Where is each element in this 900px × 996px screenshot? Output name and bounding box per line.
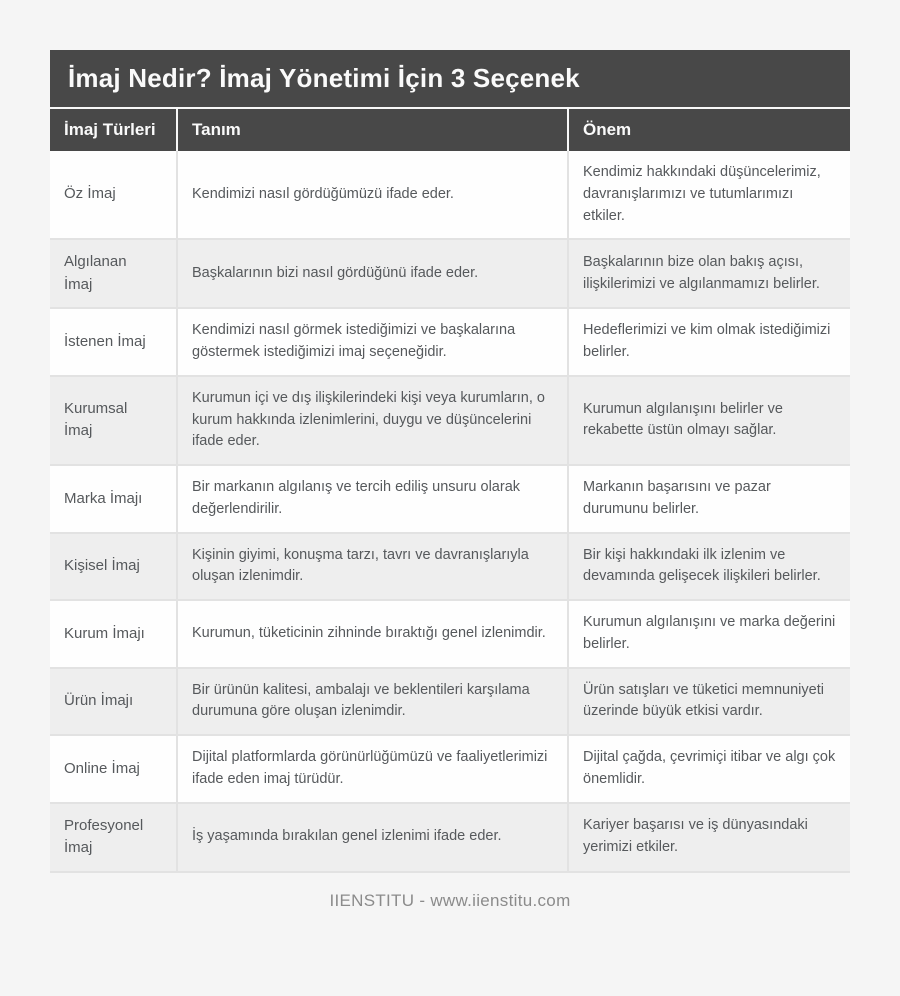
- image-type-cell: Kurum İmajı: [50, 600, 177, 669]
- table-row: Online İmaj Dijital platformlarda görünü…: [50, 735, 850, 804]
- table-row: Algılanan İmaj Başkalarının bizi nasıl g…: [50, 239, 850, 310]
- table-row: Öz İmaj Kendimizi nasıl gördüğümüzü ifad…: [50, 151, 850, 241]
- table-title-row: İmaj Nedir? İmaj Yönetimi İçin 3 Seçenek: [50, 50, 850, 108]
- column-header-image-types: İmaj Türleri: [50, 107, 177, 151]
- image-type-cell: Ürün İmajı: [50, 667, 177, 736]
- table-title: İmaj Nedir? İmaj Yönetimi İçin 3 Seçenek: [50, 50, 850, 108]
- table-header-row: İmaj Türleri Tanım Önem: [50, 107, 850, 151]
- definition-cell: Kurumun, tüketicinin zihninde bıraktığı …: [176, 600, 568, 669]
- image-type-cell: Kurumsal İmaj: [50, 375, 177, 467]
- image-type-cell: Kişisel İmaj: [50, 532, 177, 601]
- page: { "page": { "background_color": "#f5f5f5…: [0, 50, 900, 996]
- definition-cell: Başkalarının bizi nasıl gördüğünü ifade …: [176, 239, 568, 310]
- table-row: Ürün İmajı Bir ürünün kalitesi, ambalajı…: [50, 667, 850, 736]
- image-type-cell: Profesyonel İmaj: [50, 802, 177, 873]
- importance-cell: Kendimiz hakkındaki düşüncelerimiz, davr…: [567, 151, 850, 241]
- definition-cell: Kendimizi nasıl gördüğümüzü ifade eder.: [176, 151, 568, 241]
- importance-cell: Hedeflerimizi ve kim olmak istediğimizi …: [567, 308, 850, 377]
- image-types-table-card: İmaj Nedir? İmaj Yönetimi İçin 3 Seçenek…: [50, 50, 850, 873]
- image-type-cell: Online İmaj: [50, 735, 177, 804]
- column-header-definition: Tanım: [176, 107, 568, 151]
- table-row: İstenen İmaj Kendimizi nasıl görmek iste…: [50, 308, 850, 377]
- importance-cell: Başkalarının bize olan bakış açısı, iliş…: [567, 239, 850, 310]
- definition-cell: Kurumun içi ve dış ilişkilerindeki kişi …: [176, 375, 568, 467]
- importance-cell: Markanın başarısını ve pazar durumunu be…: [567, 465, 850, 534]
- table-row: Profesyonel İmaj İş yaşamında bırakılan …: [50, 802, 850, 873]
- table-row: Kurum İmajı Kurumun, tüketicinin zihnind…: [50, 600, 850, 669]
- image-type-cell: Algılanan İmaj: [50, 239, 177, 310]
- definition-cell: Kişinin giyimi, konuşma tarzı, tavrı ve …: [176, 532, 568, 601]
- image-type-cell: Marka İmajı: [50, 465, 177, 534]
- image-types-table: İmaj Nedir? İmaj Yönetimi İçin 3 Seçenek…: [50, 50, 850, 873]
- definition-cell: İş yaşamında bırakılan genel izlenimi if…: [176, 802, 568, 873]
- table-row: Marka İmajı Bir markanın algılanış ve te…: [50, 465, 850, 534]
- importance-cell: Kurumun algılanışını ve marka değerini b…: [567, 600, 850, 669]
- definition-cell: Bir markanın algılanış ve tercih ediliş …: [176, 465, 568, 534]
- footer-credit: IIENSTITU - www.iienstitu.com: [329, 890, 571, 910]
- importance-cell: Kurumun algılanışını belirler ve rekabet…: [567, 375, 850, 467]
- table-row: Kurumsal İmaj Kurumun içi ve dış ilişkil…: [50, 375, 850, 467]
- importance-cell: Ürün satışları ve tüketici memnuniyeti ü…: [567, 667, 850, 736]
- table-row: Kişisel İmaj Kişinin giyimi, konuşma tar…: [50, 532, 850, 601]
- importance-cell: Kariyer başarısı ve iş dünyasındaki yeri…: [567, 802, 850, 873]
- importance-cell: Bir kişi hakkındaki ilk izlenim ve devam…: [567, 532, 850, 601]
- importance-cell: Dijital çağda, çevrimiçi itibar ve algı …: [567, 735, 850, 804]
- image-type-cell: İstenen İmaj: [50, 308, 177, 377]
- definition-cell: Bir ürünün kalitesi, ambalajı ve beklent…: [176, 667, 568, 736]
- column-header-importance: Önem: [567, 107, 850, 151]
- definition-cell: Dijital platformlarda görünürlüğümüzü ve…: [176, 735, 568, 804]
- definition-cell: Kendimizi nasıl görmek istediğimizi ve b…: [176, 308, 568, 377]
- image-type-cell: Öz İmaj: [50, 151, 177, 241]
